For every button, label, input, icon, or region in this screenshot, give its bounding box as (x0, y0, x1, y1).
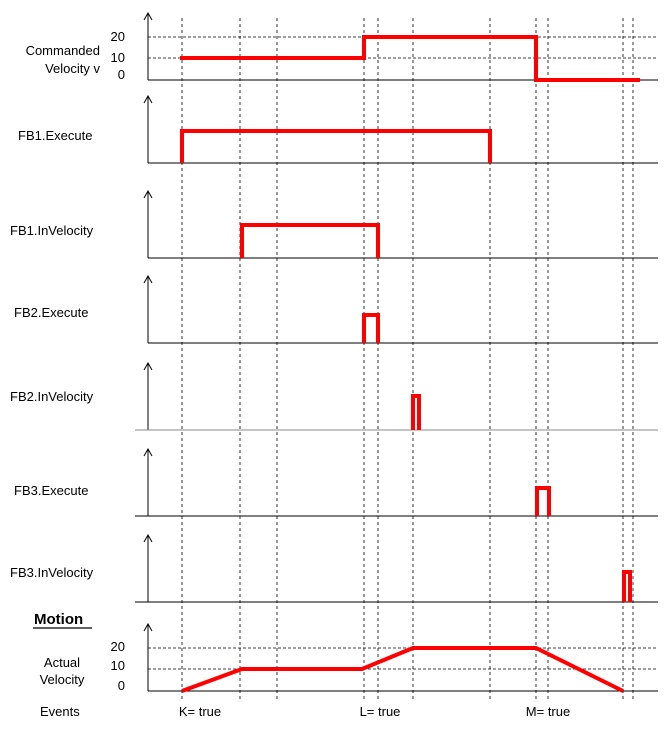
vertical-guides (181, 18, 634, 700)
fb2-execute-label: FB2.Execute (14, 305, 88, 320)
actual-label-line2: Velocity (40, 672, 85, 687)
panel-fb3-invelocity: FB3.InVelocity (10, 533, 658, 603)
fb2-invelocity-label: FB2.InVelocity (10, 389, 94, 404)
events-row: Events K= true L= true M= true (40, 704, 570, 719)
commanded-label-line2: Velocity v (45, 61, 100, 76)
actual-label-line1: Actual (44, 655, 80, 670)
fb2-execute-arrow-icon (143, 274, 153, 284)
fb1-execute-arrow-icon (143, 94, 153, 104)
fb3-execute-trace (535, 486, 551, 516)
panel-fb2-invelocity: FB2.InVelocity (10, 361, 658, 431)
commanded-arrow-icon (143, 11, 153, 21)
commanded-tick-0: 0 (118, 67, 125, 82)
actual-velocity-trace (181, 646, 624, 693)
fb3-invelocity-arrow-icon (143, 533, 153, 543)
fb1-invelocity-label: FB1.InVelocity (10, 223, 94, 238)
fb1-execute-label: FB1.Execute (18, 128, 92, 143)
events-label: Events (40, 704, 80, 719)
event-k: K= true (179, 704, 221, 719)
panel-actual-velocity: Actual Velocity 20 10 0 (40, 622, 658, 693)
commanded-label-line1: Commanded (26, 43, 100, 58)
fb3-invelocity-trace (622, 570, 632, 602)
fb2-invelocity-trace (411, 394, 421, 430)
panel-fb2-execute: FB2.Execute (14, 274, 658, 344)
actual-arrow-icon (143, 622, 153, 632)
commanded-tick-20: 20 (111, 29, 125, 44)
fb2-execute-trace (362, 313, 380, 343)
fb3-execute-arrow-icon (143, 447, 153, 457)
actual-tick-0: 0 (118, 678, 125, 693)
panel-fb1-invelocity: FB1.InVelocity (10, 189, 658, 259)
panel-fb1-execute: FB1.Execute (18, 94, 658, 164)
fb3-invelocity-label: FB3.InVelocity (10, 565, 94, 580)
fb1-invelocity-trace (240, 223, 380, 258)
actual-tick-20: 20 (111, 639, 125, 654)
actual-tick-10: 10 (111, 658, 125, 673)
event-l: L= true (360, 704, 401, 719)
event-m: M= true (526, 704, 570, 719)
fb1-execute-trace (180, 129, 492, 163)
fb2-invelocity-arrow-icon (143, 361, 153, 371)
commanded-velocity-trace (180, 35, 640, 82)
motion-section-title: Motion (34, 611, 83, 628)
panel-fb3-execute: FB3.Execute (14, 447, 658, 517)
fb3-execute-label: FB3.Execute (14, 483, 88, 498)
commanded-tick-10: 10 (111, 50, 125, 65)
panel-commanded-velocity: Commanded Velocity v 20 10 0 (26, 11, 658, 82)
fb1-invelocity-arrow-icon (143, 189, 153, 199)
